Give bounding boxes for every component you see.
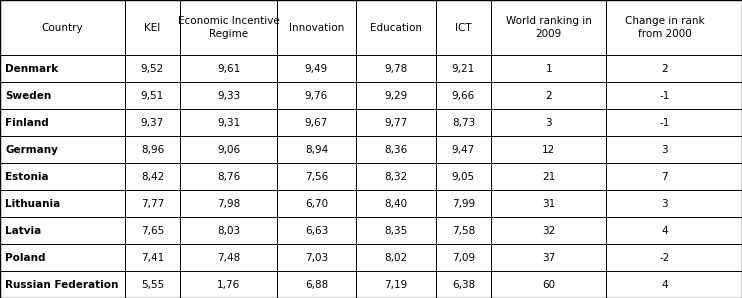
Text: 21: 21 <box>542 172 555 181</box>
Text: Sweden: Sweden <box>5 91 51 101</box>
Text: 8,36: 8,36 <box>384 145 407 155</box>
Text: 8,42: 8,42 <box>141 172 164 181</box>
Text: 32: 32 <box>542 226 555 235</box>
Text: 8,73: 8,73 <box>452 118 475 128</box>
Text: 9,47: 9,47 <box>452 145 475 155</box>
Text: 6,88: 6,88 <box>305 280 328 290</box>
Text: KEI: KEI <box>145 23 160 32</box>
Text: 6,63: 6,63 <box>305 226 328 235</box>
Text: 4: 4 <box>662 226 668 235</box>
Text: 8,94: 8,94 <box>305 145 328 155</box>
Text: 7,09: 7,09 <box>452 252 475 263</box>
Text: Economic Incentive
Regime: Economic Incentive Regime <box>177 16 280 39</box>
Text: 9,29: 9,29 <box>384 91 407 101</box>
Text: 37: 37 <box>542 252 555 263</box>
Text: 8,02: 8,02 <box>384 252 407 263</box>
Text: 9,67: 9,67 <box>305 118 328 128</box>
Text: 7,98: 7,98 <box>217 198 240 209</box>
Text: 8,35: 8,35 <box>384 226 407 235</box>
Text: 7,65: 7,65 <box>141 226 164 235</box>
Text: World ranking in
2009: World ranking in 2009 <box>506 16 591 39</box>
Text: 9,31: 9,31 <box>217 118 240 128</box>
Text: Finland: Finland <box>5 118 49 128</box>
Text: 9,78: 9,78 <box>384 63 407 74</box>
Text: Country: Country <box>42 23 83 32</box>
Text: Estonia: Estonia <box>5 172 49 181</box>
Text: Change in rank
from 2000: Change in rank from 2000 <box>625 16 705 39</box>
Text: 7,03: 7,03 <box>305 252 328 263</box>
Text: 7,77: 7,77 <box>141 198 164 209</box>
Text: 9,21: 9,21 <box>452 63 475 74</box>
Text: 3: 3 <box>545 118 552 128</box>
Text: 9,33: 9,33 <box>217 91 240 101</box>
Text: 2: 2 <box>545 91 552 101</box>
Text: Germany: Germany <box>5 145 58 155</box>
Text: 8,03: 8,03 <box>217 226 240 235</box>
Text: 8,76: 8,76 <box>217 172 240 181</box>
Text: 9,51: 9,51 <box>141 91 164 101</box>
Text: 9,05: 9,05 <box>452 172 475 181</box>
Text: Denmark: Denmark <box>5 63 59 74</box>
Text: 3: 3 <box>662 145 668 155</box>
Text: 9,76: 9,76 <box>305 91 328 101</box>
Text: Education: Education <box>370 23 422 32</box>
Text: -1: -1 <box>660 118 670 128</box>
Text: 9,49: 9,49 <box>305 63 328 74</box>
Text: Russian Federation: Russian Federation <box>5 280 119 290</box>
Text: Latvia: Latvia <box>5 226 42 235</box>
Text: 9,77: 9,77 <box>384 118 407 128</box>
Text: 31: 31 <box>542 198 555 209</box>
Text: 7,99: 7,99 <box>452 198 475 209</box>
Text: 9,52: 9,52 <box>141 63 164 74</box>
Text: 12: 12 <box>542 145 555 155</box>
Text: 8,40: 8,40 <box>384 198 407 209</box>
Text: Poland: Poland <box>5 252 46 263</box>
Text: 6,38: 6,38 <box>452 280 475 290</box>
Text: 4: 4 <box>662 280 668 290</box>
Text: -1: -1 <box>660 91 670 101</box>
Text: 9,61: 9,61 <box>217 63 240 74</box>
Text: Lithuania: Lithuania <box>5 198 60 209</box>
Text: 7,56: 7,56 <box>305 172 328 181</box>
Text: 2: 2 <box>662 63 668 74</box>
Text: 8,96: 8,96 <box>141 145 164 155</box>
Text: 6,70: 6,70 <box>305 198 328 209</box>
Text: 7,58: 7,58 <box>452 226 475 235</box>
Text: 5,55: 5,55 <box>141 280 164 290</box>
Text: 60: 60 <box>542 280 555 290</box>
Text: ICT: ICT <box>455 23 472 32</box>
Text: 8,32: 8,32 <box>384 172 407 181</box>
Text: Innovation: Innovation <box>289 23 344 32</box>
Text: 9,06: 9,06 <box>217 145 240 155</box>
Text: 7,48: 7,48 <box>217 252 240 263</box>
Text: 7: 7 <box>662 172 668 181</box>
Text: 3: 3 <box>662 198 668 209</box>
Text: 7,41: 7,41 <box>141 252 164 263</box>
Text: -2: -2 <box>660 252 670 263</box>
Text: 1,76: 1,76 <box>217 280 240 290</box>
Text: 9,66: 9,66 <box>452 91 475 101</box>
Text: 1: 1 <box>545 63 552 74</box>
Text: 7,19: 7,19 <box>384 280 407 290</box>
Text: 9,37: 9,37 <box>141 118 164 128</box>
